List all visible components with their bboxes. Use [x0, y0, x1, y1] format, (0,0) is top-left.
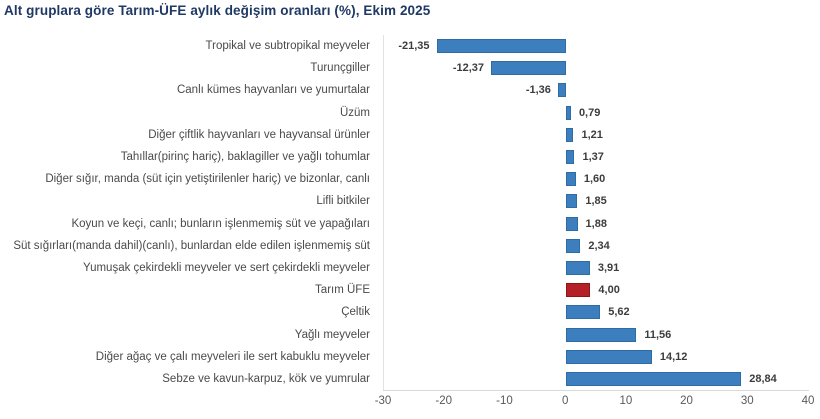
plot-cell: 3,91 [383, 256, 809, 280]
plot-cell: 1,21 [383, 123, 809, 146]
plot-cell: 2,34 [383, 234, 809, 257]
value-label: 1,85 [585, 195, 607, 208]
data-bar[interactable] [566, 349, 652, 364]
category-label: Tahıllar(pirinç hariç), baklagiller ve y… [120, 151, 370, 164]
value-label: 0,79 [578, 106, 601, 119]
value-label: 1,60 [583, 173, 606, 186]
data-bar[interactable] [566, 127, 574, 142]
data-bar[interactable] [566, 172, 576, 187]
category-label: Turunçgiller [310, 62, 370, 75]
category-label: Koyun ve keçi, canlı; bunların işlenmemi… [71, 217, 370, 230]
plot-cell: 1,85 [383, 190, 809, 213]
bar-chart: Tropikal ve subtropikal meyveler -21,35 Tu… [0, 35, 814, 407]
category-label: Sebze ve kavun-karpuz, kök ve yumrular [162, 372, 370, 385]
bar-row: Tarım ÜFE 4,00 [0, 279, 809, 302]
data-bar[interactable] [566, 327, 637, 342]
x-axis: -30 -20 -10 0 10 20 30 40 [375, 390, 815, 408]
data-bar[interactable] [436, 39, 567, 54]
data-bar[interactable] [566, 216, 578, 231]
bar-row: Sebze ve kavun-karpuz, kök ve yumrular 28… [0, 367, 809, 390]
x-axis-tick-label: -20 [435, 395, 453, 408]
data-bar[interactable] [566, 150, 575, 165]
value-label: 1,37 [582, 151, 604, 164]
value-label: 5,62 [608, 306, 630, 319]
bar-row: Canlı kümes hayvanları ve yumurtalar -1,3… [0, 79, 809, 102]
category-label: Lifli bitkiler [316, 195, 370, 208]
bar-row: Koyun ve keçi, canlı; bunların işlenmemi… [0, 212, 809, 235]
category-label: Canlı kümes hayvanları ve yumurtalar [176, 84, 370, 97]
bar-row: Lifli bitkiler 1,85 [0, 190, 809, 213]
bar-row: Yumuşak çekirdekli meyveler ve sert çeki… [0, 256, 809, 280]
value-label: 14,12 [659, 350, 688, 363]
plot-cell: 1,88 [383, 212, 809, 235]
value-label: -1,36 [525, 84, 551, 97]
category-label: Yumuşak çekirdekli meyveler ve sert çeki… [83, 261, 370, 274]
category-label: Diğer çiftlik hayvanları ve hayvansal ür… [148, 128, 370, 141]
value-label: 1,21 [581, 128, 603, 141]
x-axis-tick-label: -30 [374, 395, 392, 408]
bar-row: Yağlı meyveler 11,56 [0, 323, 809, 346]
plot-cell: 1,37 [383, 145, 809, 169]
value-label: 1,88 [585, 217, 607, 230]
category-label: Yağlı meyveler [294, 328, 370, 341]
value-label: 4,00 [598, 284, 620, 297]
plot-cell: 28,84 [383, 367, 809, 390]
category-label: Diğer sığır, manda (süt için yetiştirile… [45, 173, 370, 186]
bar-row: Turunçgiller -12,37 [0, 57, 809, 80]
value-label: 2,34 [588, 239, 610, 252]
category-label: Tarım ÜFE [315, 284, 370, 297]
bar-row: Diğer sığır, manda (süt için yetiştirile… [0, 168, 809, 191]
data-bar[interactable] [557, 83, 567, 98]
x-axis-tick-label: 30 [740, 395, 754, 408]
bar-row: Üzüm 0,79 [0, 101, 809, 124]
plot-cell: 11,56 [383, 323, 809, 346]
bar-row: Tropikal ve subtropikal meyveler -21,35 [0, 35, 809, 58]
chart-title: Alt gruplara göre Tarım-ÜFE aylık değişi… [4, 3, 431, 18]
plot-cell: 0,79 [383, 101, 809, 124]
value-label: 11,56 [644, 328, 672, 341]
x-axis-tick-label: -10 [496, 395, 513, 408]
value-label: -12,37 [452, 62, 485, 75]
plot-cell: -1,36 [383, 79, 809, 102]
bar-row: Tahıllar(pirinç hariç), baklagiller ve y… [0, 145, 809, 169]
data-bar[interactable] [566, 105, 571, 120]
category-label: Diğer ağaç ve çalı meyveleri ile sert ka… [95, 350, 370, 363]
bar-row: Süt sığırları(manda dahil)(canlı), bunla… [0, 234, 809, 257]
x-axis-tick-label: 40 [801, 395, 815, 408]
category-label: Üzüm [339, 106, 370, 119]
bar-row: Diğer ağaç ve çalı meyveleri ile sert ka… [0, 345, 809, 368]
plot-cell: 5,62 [383, 301, 809, 324]
bar-row: Diğer çiftlik hayvanları ve hayvansal ür… [0, 123, 809, 146]
data-bar[interactable] [566, 371, 742, 386]
data-bar[interactable] [566, 194, 578, 209]
highlight-bar[interactable] [566, 283, 591, 298]
value-label: 3,91 [597, 261, 620, 274]
x-axis-tick-label: 10 [619, 395, 633, 408]
data-bar[interactable] [566, 305, 601, 320]
category-label: Tropikal ve subtropikal meyveler [205, 40, 370, 53]
plot-cell: -21,35 [383, 35, 809, 58]
value-label: -21,35 [398, 40, 430, 53]
data-bar[interactable] [566, 238, 581, 253]
value-label: 28,84 [749, 372, 777, 385]
plot-cell: 4,00 [383, 279, 809, 302]
x-axis-tick-label: 0 [561, 395, 569, 408]
data-bar[interactable] [491, 61, 567, 76]
category-label: Çeltik [341, 306, 370, 319]
plot-cell: 1,60 [383, 168, 809, 191]
bar-rows: Tropikal ve subtropikal meyveler -21,35 Tu… [0, 35, 809, 390]
plot-cell: 14,12 [383, 345, 809, 368]
bar-row: Çeltik 5,62 [0, 301, 809, 324]
category-label: Süt sığırları(manda dahil)(canlı), bunla… [13, 239, 370, 252]
data-bar[interactable] [566, 260, 590, 275]
plot-cell: -12,37 [383, 57, 809, 80]
x-axis-tick-label: 20 [680, 395, 693, 408]
x-axis-line [383, 390, 809, 392]
